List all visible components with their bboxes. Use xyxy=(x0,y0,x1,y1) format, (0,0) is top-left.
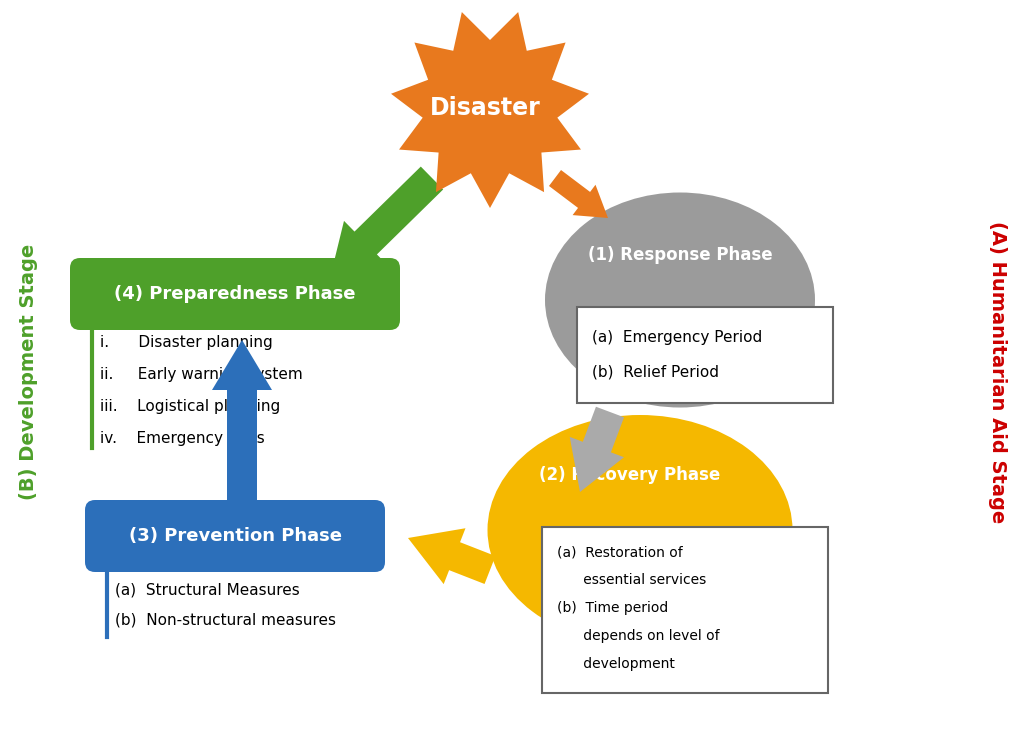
Polygon shape xyxy=(391,12,589,208)
Ellipse shape xyxy=(487,415,793,645)
Text: (b)  Non-structural measures: (b) Non-structural measures xyxy=(115,612,336,627)
Polygon shape xyxy=(549,170,608,218)
Ellipse shape xyxy=(545,193,815,408)
FancyBboxPatch shape xyxy=(85,500,385,572)
FancyBboxPatch shape xyxy=(577,307,833,403)
Text: (b)  Time period: (b) Time period xyxy=(557,601,669,615)
Text: (3) Prevention Phase: (3) Prevention Phase xyxy=(128,527,341,545)
Text: (1) Response Phase: (1) Response Phase xyxy=(588,246,772,264)
Text: (a)  Emergency Period: (a) Emergency Period xyxy=(592,330,762,344)
Text: development: development xyxy=(557,657,675,671)
Text: iv.    Emergency drills: iv. Emergency drills xyxy=(100,431,265,446)
Text: (a)  Structural Measures: (a) Structural Measures xyxy=(115,583,300,597)
Text: (4) Preparedness Phase: (4) Preparedness Phase xyxy=(115,285,355,303)
Polygon shape xyxy=(330,167,443,278)
Text: (B) Development Stage: (B) Development Stage xyxy=(18,244,38,500)
Text: (b)  Relief Period: (b) Relief Period xyxy=(592,365,719,379)
Text: depends on level of: depends on level of xyxy=(557,629,720,643)
Polygon shape xyxy=(408,528,496,584)
FancyBboxPatch shape xyxy=(70,258,400,330)
Text: essential services: essential services xyxy=(557,573,707,587)
Text: Disaster: Disaster xyxy=(430,96,541,120)
Text: i.      Disaster planning: i. Disaster planning xyxy=(100,335,272,350)
Text: iii.    Logistical planning: iii. Logistical planning xyxy=(100,399,281,414)
Text: (a)  Restoration of: (a) Restoration of xyxy=(557,545,683,559)
Polygon shape xyxy=(569,407,624,492)
Polygon shape xyxy=(212,340,272,500)
FancyBboxPatch shape xyxy=(542,527,828,693)
Text: (A) Humanitarian Aid Stage: (A) Humanitarian Aid Stage xyxy=(988,221,1008,523)
Text: ii.     Early warning system: ii. Early warning system xyxy=(100,367,303,382)
Text: (2) Recovery Phase: (2) Recovery Phase xyxy=(540,466,721,484)
